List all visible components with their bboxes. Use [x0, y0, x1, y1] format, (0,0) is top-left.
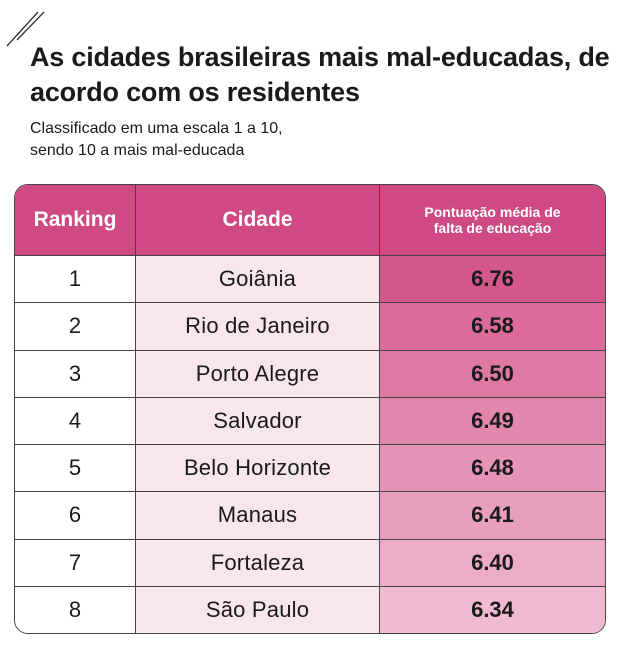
city-cell: Porto Alegre [136, 350, 380, 397]
table-row: 5 Belo Horizonte 6.48 [15, 445, 605, 493]
score-cell: 6.58 [380, 303, 605, 350]
score-cell: 6.48 [380, 445, 605, 492]
city-cell: Goiânia [136, 256, 380, 303]
rank-cell: 2 [15, 303, 136, 350]
table-header: Ranking Cidade Pontuação média de falta … [15, 185, 605, 256]
rank-cell: 1 [15, 256, 136, 303]
score-cell: 6.41 [380, 492, 605, 539]
header-city: Cidade [136, 185, 380, 255]
table-row: 6 Manaus 6.41 [15, 492, 605, 540]
rank-cell: 7 [15, 539, 136, 586]
decorative-slash-icon [6, 11, 45, 47]
city-cell: Salvador [136, 397, 380, 444]
header-score: Pontuação média de falta de educação [424, 204, 561, 236]
rank-cell: 6 [15, 492, 136, 539]
table-row: 1 Goiânia 6.76 [15, 256, 605, 304]
ranking-table: Ranking Cidade Pontuação média de falta … [14, 184, 606, 634]
city-cell: Manaus [136, 492, 380, 539]
city-cell: Rio de Janeiro [136, 303, 380, 350]
table-row: 8 São Paulo 6.34 [15, 586, 605, 633]
score-cell: 6.40 [380, 539, 605, 586]
score-cell: 6.76 [380, 256, 605, 303]
score-cell: 6.50 [380, 350, 605, 397]
chart-subtitle: Classificado em uma escala 1 a 10, sendo… [30, 118, 590, 162]
city-cell: São Paulo [136, 586, 380, 633]
chart-title: As cidades brasileiras mais mal-educadas… [30, 42, 610, 107]
table-row: 3 Porto Alegre 6.50 [15, 350, 605, 398]
table-row: 4 Salvador 6.49 [15, 397, 605, 445]
score-cell: 6.34 [380, 586, 605, 633]
table-body: 1 Goiânia 6.76 2 Rio de Janeiro 6.58 3 Porto Al… [15, 256, 605, 633]
city-cell: Fortaleza [136, 539, 380, 586]
rank-cell: 8 [15, 586, 136, 633]
table-row: 2 Rio de Janeiro 6.58 [15, 303, 605, 351]
table-row: 7 Fortaleza 6.40 [15, 539, 605, 587]
subtitle-line-1: Classificado em uma escala 1 a 10, [30, 120, 283, 137]
header-ranking: Ranking [15, 185, 136, 255]
rank-cell: 3 [15, 350, 136, 397]
rank-cell: 5 [15, 445, 136, 492]
subtitle-line-2: sendo 10 a mais mal-educada [30, 142, 245, 159]
city-cell: Belo Horizonte [136, 445, 380, 492]
score-cell: 6.49 [380, 397, 605, 444]
rank-cell: 4 [15, 397, 136, 444]
